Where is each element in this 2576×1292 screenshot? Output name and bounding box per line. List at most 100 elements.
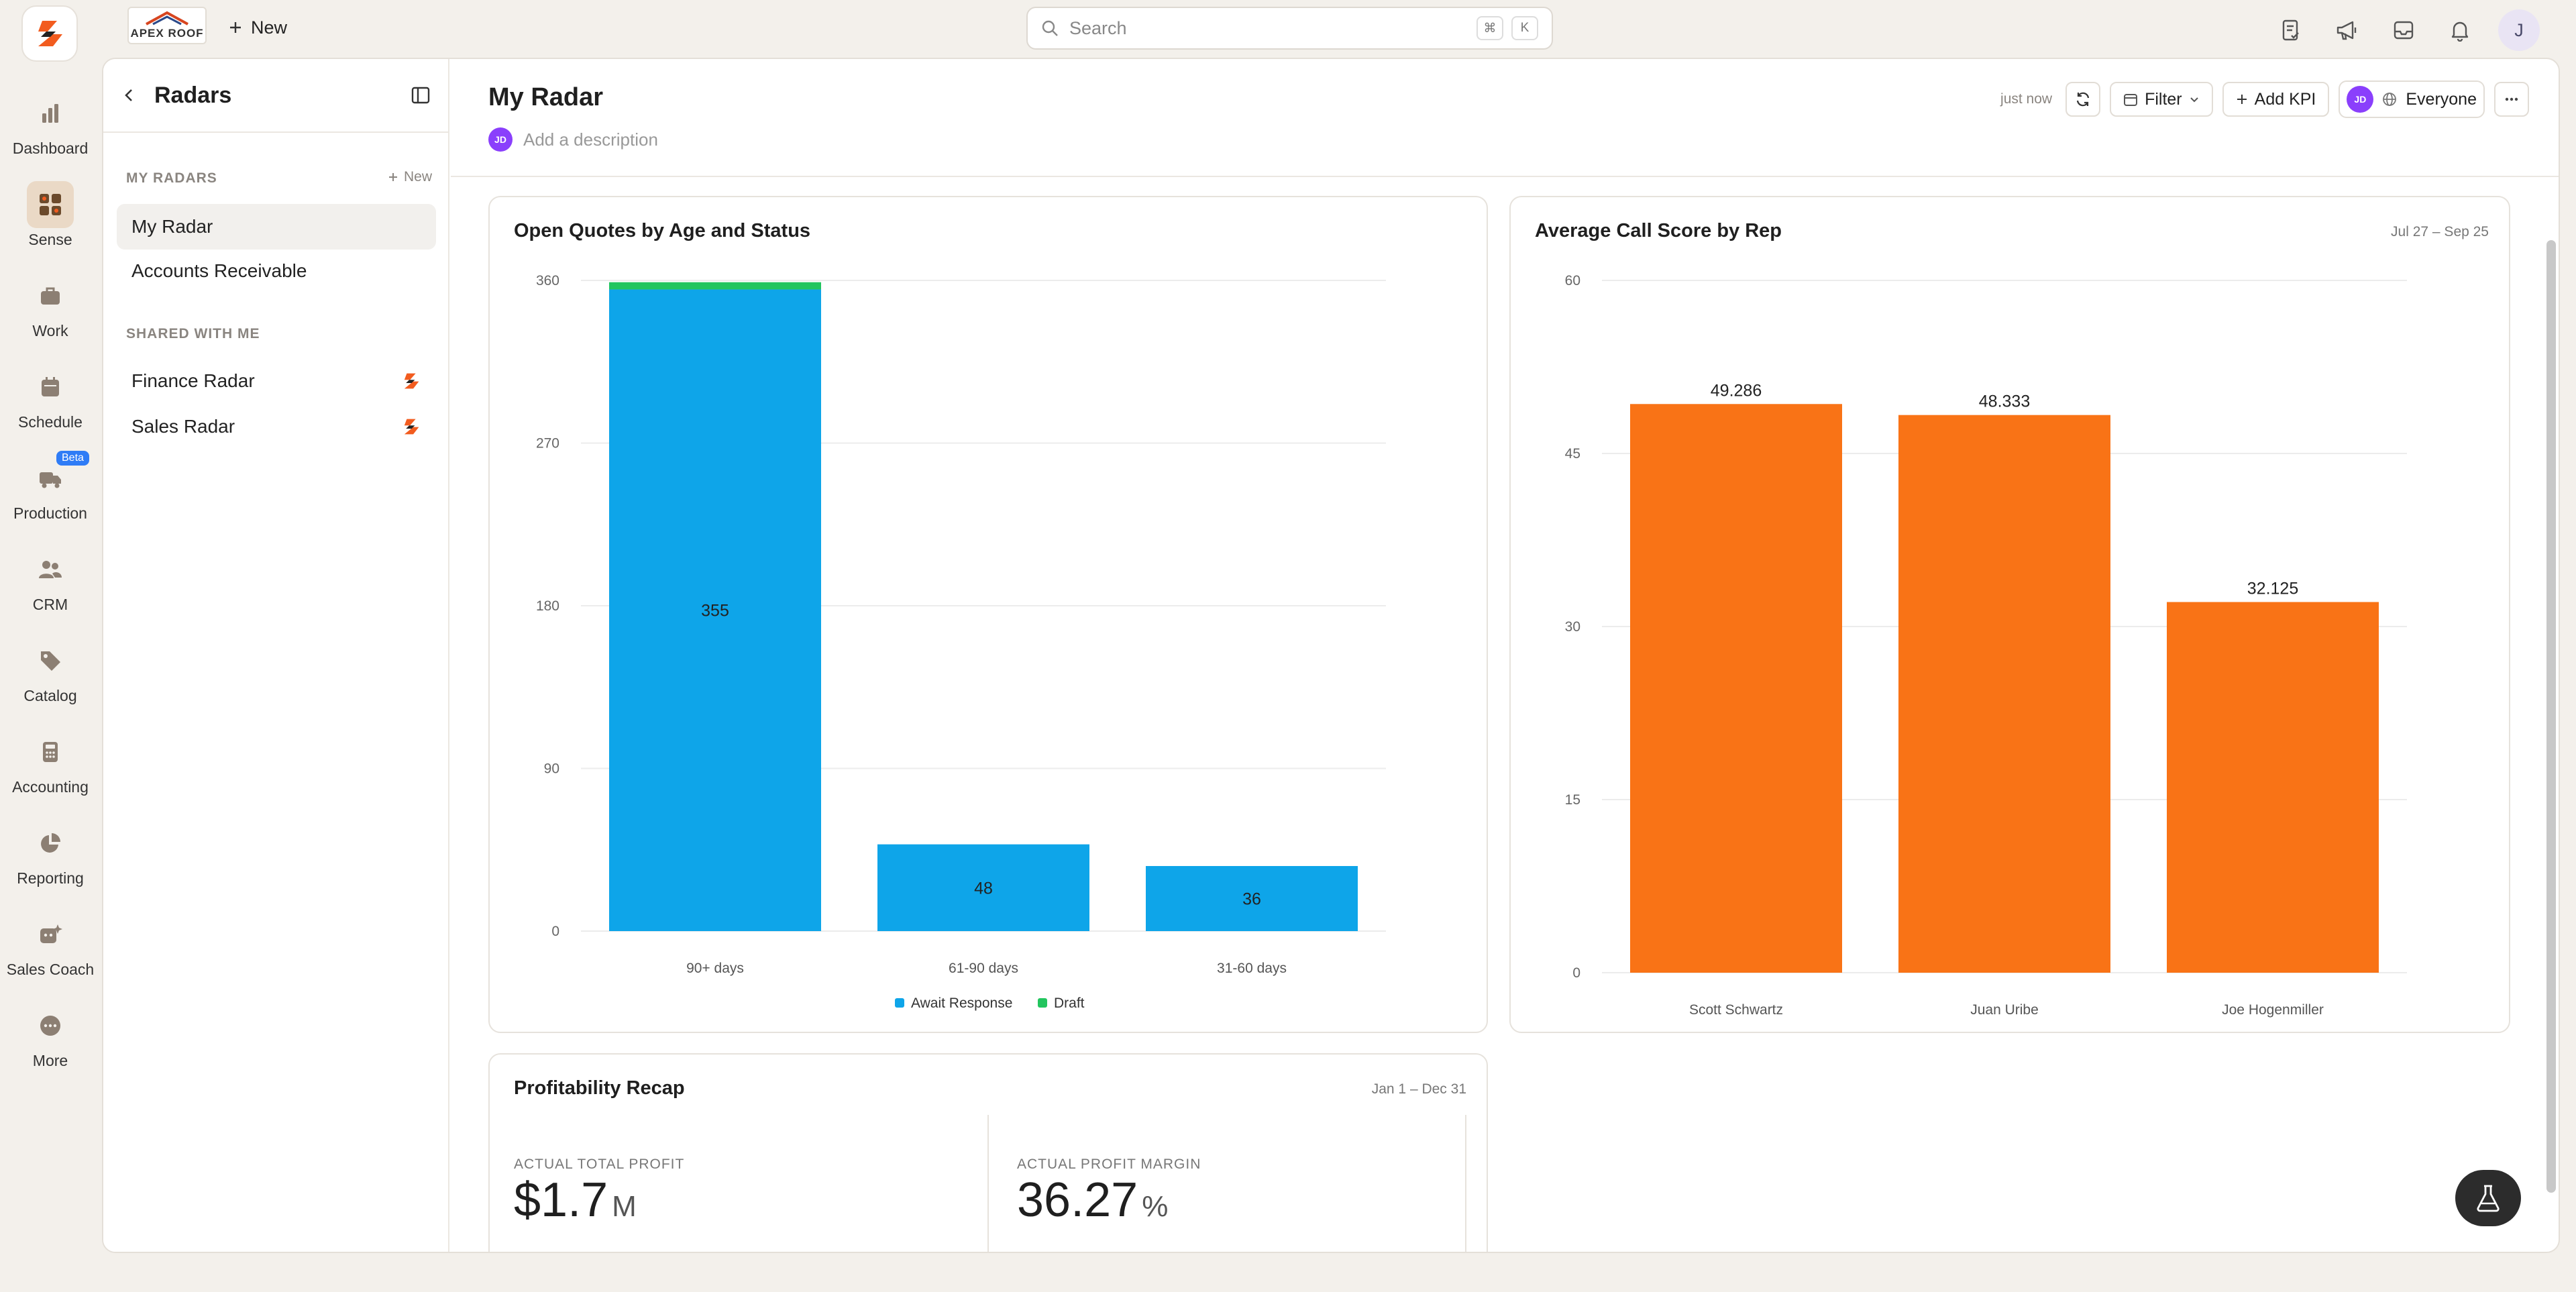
rail-label: Catalog <box>23 687 77 704</box>
y-tick-label: 270 <box>536 436 559 451</box>
radar-item-my-radar[interactable]: My Radar <box>117 204 436 250</box>
plus-icon <box>230 22 241 33</box>
calendar-icon <box>27 364 74 411</box>
scrollbar[interactable] <box>2546 240 2556 1193</box>
company-logo[interactable]: APEX ROOF <box>127 7 207 44</box>
x-tick-label: 90+ days <box>686 961 744 976</box>
shared-logo-icon <box>404 373 419 389</box>
card-call-score[interactable]: Average Call Score by Rep Jul 27 – Sep 2… <box>1509 196 2510 1033</box>
refresh-icon <box>2076 92 2090 107</box>
card-profitability[interactable]: Profitability Recap Jan 1 – Dec 31 ACTUA… <box>488 1053 1488 1252</box>
tag-icon <box>27 637 74 684</box>
calculator-icon <box>27 729 74 775</box>
kpi-value: $1.7 <box>514 1173 608 1227</box>
legend-swatch <box>895 998 904 1008</box>
rail-label: Reporting <box>17 869 84 887</box>
rail-label: Sales Coach <box>6 961 95 978</box>
kpi-divider <box>987 1115 989 1252</box>
back-icon[interactable] <box>121 87 138 104</box>
rail-item-crm[interactable]: CRM <box>0 546 101 614</box>
radars-panel-title: Radars <box>154 82 232 108</box>
app-logo[interactable] <box>21 5 78 62</box>
plus-icon <box>2237 95 2247 104</box>
card-title: Open Quotes by Age and Status <box>514 220 811 241</box>
new-button[interactable]: New <box>228 12 287 43</box>
plus-icon <box>388 173 397 181</box>
y-tick-label: 360 <box>536 273 559 288</box>
flask-icon <box>2477 1185 2500 1212</box>
last-updated: just now <box>2000 91 2053 107</box>
add-kpi-label: Add KPI <box>2254 89 2316 109</box>
bar <box>609 289 821 931</box>
inbox-icon[interactable] <box>2385 12 2422 48</box>
shared-logo-icon <box>404 419 419 435</box>
bell-icon[interactable] <box>2442 12 2478 48</box>
rail-item-schedule[interactable]: Schedule <box>0 364 101 431</box>
radar-item-finance-radar[interactable]: Finance Radar <box>117 358 436 404</box>
header-actions: just now Filter Add KPI JD Everyone <box>2000 80 2529 118</box>
rail-item-sense[interactable]: Sense <box>0 181 101 249</box>
rail-item-catalog[interactable]: Catalog <box>0 637 101 705</box>
sidebar-toggle-icon[interactable] <box>411 85 431 105</box>
megaphone-icon[interactable] <box>2329 12 2365 48</box>
radars-panel-header: Radars <box>103 59 448 133</box>
x-tick-label: 61-90 days <box>949 961 1018 976</box>
roof-icon <box>146 11 189 25</box>
visibility-control[interactable]: JD Everyone <box>2339 80 2485 118</box>
filter-label: Filter <box>2145 89 2182 109</box>
owner-avatar: JD <box>2347 86 2374 113</box>
refresh-button[interactable] <box>2065 82 2101 117</box>
y-tick-label: 45 <box>1565 446 1580 462</box>
beta-badge: Beta <box>56 451 89 466</box>
ellipsis-icon <box>2505 97 2518 101</box>
search-placeholder: Search <box>1069 17 1127 38</box>
rail-label: Sense <box>28 231 72 248</box>
card-open-quotes[interactable]: Open Quotes by Age and Status 0 90 180 270 3… <box>488 196 1488 1033</box>
people-icon <box>27 546 74 593</box>
legend-label: Await Response <box>911 995 1012 1011</box>
search-input[interactable]: Search ⌘ K <box>1026 7 1553 50</box>
y-tick-label: 30 <box>1565 619 1580 635</box>
new-button-label: New <box>251 17 288 38</box>
bar <box>1898 415 2110 973</box>
description-row[interactable]: JD Add a description <box>488 127 658 152</box>
bar <box>1630 404 1842 973</box>
page-header: My Radar JD Add a description just now F… <box>451 59 2559 177</box>
y-tick-label: 180 <box>536 598 559 614</box>
kpi-unit: % <box>1142 1190 1169 1223</box>
owner-avatar: JD <box>488 127 513 152</box>
add-kpi-button[interactable]: Add KPI <box>2222 82 2330 117</box>
rail-label: Accounting <box>12 778 89 796</box>
rail-item-sales-coach[interactable]: Sales Coach <box>0 911 101 979</box>
more-options-button[interactable] <box>2494 82 2529 117</box>
user-avatar[interactable]: J <box>2498 9 2540 51</box>
rail-item-reporting[interactable]: Reporting <box>0 820 101 887</box>
rail-item-dashboard[interactable]: Dashboard <box>0 90 101 158</box>
description-placeholder: Add a description <box>523 129 658 150</box>
labs-fab-button[interactable] <box>2455 1170 2521 1226</box>
radar-item-sales-radar[interactable]: Sales Radar <box>117 404 436 449</box>
page-title[interactable]: My Radar <box>488 83 604 111</box>
x-tick-label: Juan Uribe <box>1970 1002 2039 1018</box>
kpi-profit-margin: ACTUAL PROFIT MARGIN 36.27% <box>1017 1156 1201 1228</box>
bar-data-label: 48.333 <box>1979 392 2030 411</box>
chevron-down-icon <box>2190 97 2198 103</box>
filter-button[interactable]: Filter <box>2110 82 2213 117</box>
radar-item-accounts-receivable[interactable]: Accounts Receivable <box>117 248 436 294</box>
new-radar-button[interactable]: New <box>388 169 432 185</box>
truck-icon <box>27 455 74 502</box>
rail-item-accounting[interactable]: Accounting <box>0 729 101 796</box>
rail-item-work[interactable]: Work <box>0 272 101 340</box>
call-score-chart: 0 15 30 45 60 49.286 Scott Schwartz 48.333 Juan … <box>1565 273 2407 1018</box>
more-icon <box>27 1002 74 1049</box>
x-tick-label: 31-60 days <box>1217 961 1287 976</box>
grid-icon <box>27 181 74 228</box>
rail-label: Work <box>32 322 68 339</box>
rail-label: Schedule <box>18 413 83 431</box>
kpi-divider <box>1465 1115 1466 1252</box>
rail-item-more[interactable]: More <box>0 1002 101 1070</box>
visibility-label: Everyone <box>2406 89 2477 109</box>
checklist-icon[interactable] <box>2273 12 2309 48</box>
rail-item-production[interactable]: Beta Production <box>0 451 101 523</box>
bar <box>609 282 821 290</box>
